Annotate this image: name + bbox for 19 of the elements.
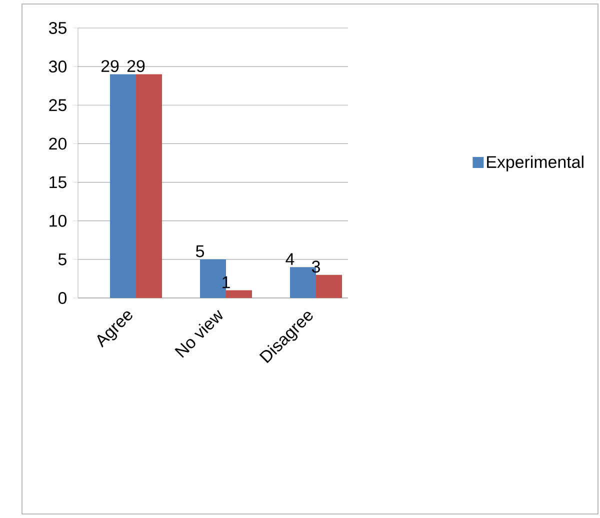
data-label: 29 [101,60,119,72]
legend-label: Experimental [487,156,584,172]
data-label: 29 [127,60,145,72]
y-tick-label: 25 [49,99,66,112]
data-label: 4 [286,253,294,265]
bar [226,290,252,298]
y-tick-label: 10 [50,214,67,227]
bar [110,74,136,298]
bar [136,74,162,298]
y-tick-label: 20 [49,138,67,150]
y-tick-label: 35 [48,22,66,34]
y-tick-label: 15 [50,176,66,188]
y-tick-label: 5 [58,254,66,266]
y-tick-label: 30 [48,60,67,73]
x-tick-label: No view [174,310,223,358]
data-label: 3 [312,260,320,273]
bar [316,274,342,298]
data-label: 5 [196,245,204,258]
y-tick-label: 0 [58,292,67,304]
